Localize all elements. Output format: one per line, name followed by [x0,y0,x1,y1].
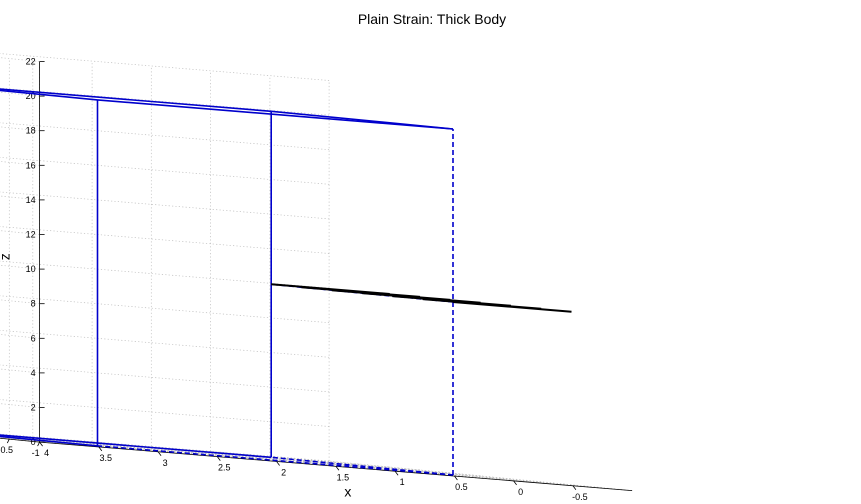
tick-labels: -1-0.500.511.522.533.5443.532.521.510.50… [0,57,588,502]
grid-line-floor-y [0,433,330,462]
grid-line-floor-y [0,435,421,471]
grid-line-wall-x-horiz [0,191,330,220]
x-tick-mark [39,441,43,447]
grid-line-wall-x-horiz [0,399,330,427]
grid-line-floor-y [0,437,572,486]
z-tick-label: 8 [31,299,36,309]
grid-line-wall-x-horiz [0,53,330,81]
x-tick-label: 0 [518,487,523,497]
y-tick-label: -1 [32,448,40,458]
axes [0,61,633,491]
grid-lines [0,53,633,491]
box-edge-hidden [97,445,454,476]
x-tick-label: 1.5 [337,472,350,482]
x-tick-label: 3.5 [100,453,113,463]
box-edge [0,88,272,113]
z-tick-label: 16 [26,160,36,170]
box-edge [0,89,98,101]
grid-line-floor-x [269,455,573,487]
grid-line-wall-x-horiz [0,295,330,324]
box-edge [0,435,98,447]
chart-title: Plain Strain: Thick Body [358,11,506,27]
x-tick-mark [394,470,399,476]
grid-line-floor-y [0,436,511,480]
x-tick-label: 4 [44,448,49,458]
z-tick-label: 12 [26,230,36,240]
grid-line-wall-x-horiz [0,87,330,116]
box-edge [97,99,454,130]
box-edge-hidden [271,456,454,476]
y-tick-mark [37,441,40,447]
y-tick-mark [6,438,10,444]
z-tick-label: 0 [31,437,36,447]
grid-line-floor-x [329,460,633,491]
grid-line-wall-x-horiz [0,260,330,289]
grid-line-wall-x-horiz [0,433,330,462]
z-tick-label: 18 [26,126,36,136]
load-arrow [271,283,390,295]
x-tick-mark [513,480,517,486]
grid-line-wall-x-horiz [0,157,330,185]
grid-line-wall-x-horiz [0,330,330,358]
load-arrows [271,283,572,313]
grid-line-floor-y [9,438,602,488]
grid-line-wall-x-horiz [0,364,330,393]
z-tick-label: 4 [31,368,36,378]
x-tick-label: -0.5 [572,492,588,502]
z-axis-label: z [0,253,13,260]
x-tick-label: 3 [163,458,168,468]
x-tick-label: 2.5 [218,463,231,473]
grid-line-floor-y [0,435,451,474]
x-tick-mark [216,456,221,461]
x-tick-label: 2 [281,468,286,478]
x-tick-mark [276,461,280,466]
x-axis-label: x [344,483,351,499]
z-tick-label: 20 [26,91,36,101]
z-tick-label: 6 [31,333,36,343]
z-tick-label: 14 [26,195,36,205]
x-tick-mark [572,485,577,491]
x-tick-label: 1 [400,477,405,487]
x-tick-label: 0.5 [455,482,468,492]
box-edge [0,434,272,459]
z-tick-label: 22 [26,57,36,67]
y-tick-label: -0.5 [0,445,13,455]
x-tick-mark [454,475,458,481]
z-tick-label: 10 [26,264,36,274]
grid-line-wall-x-horiz [0,122,330,151]
z-tick-label: 2 [31,403,36,413]
x-tick-mark [335,466,340,471]
x-tick-mark [98,446,103,452]
grid-line-floor-y [0,436,481,477]
grid-line-wall-x-horiz [0,226,330,254]
x-tick-mark [157,451,162,457]
